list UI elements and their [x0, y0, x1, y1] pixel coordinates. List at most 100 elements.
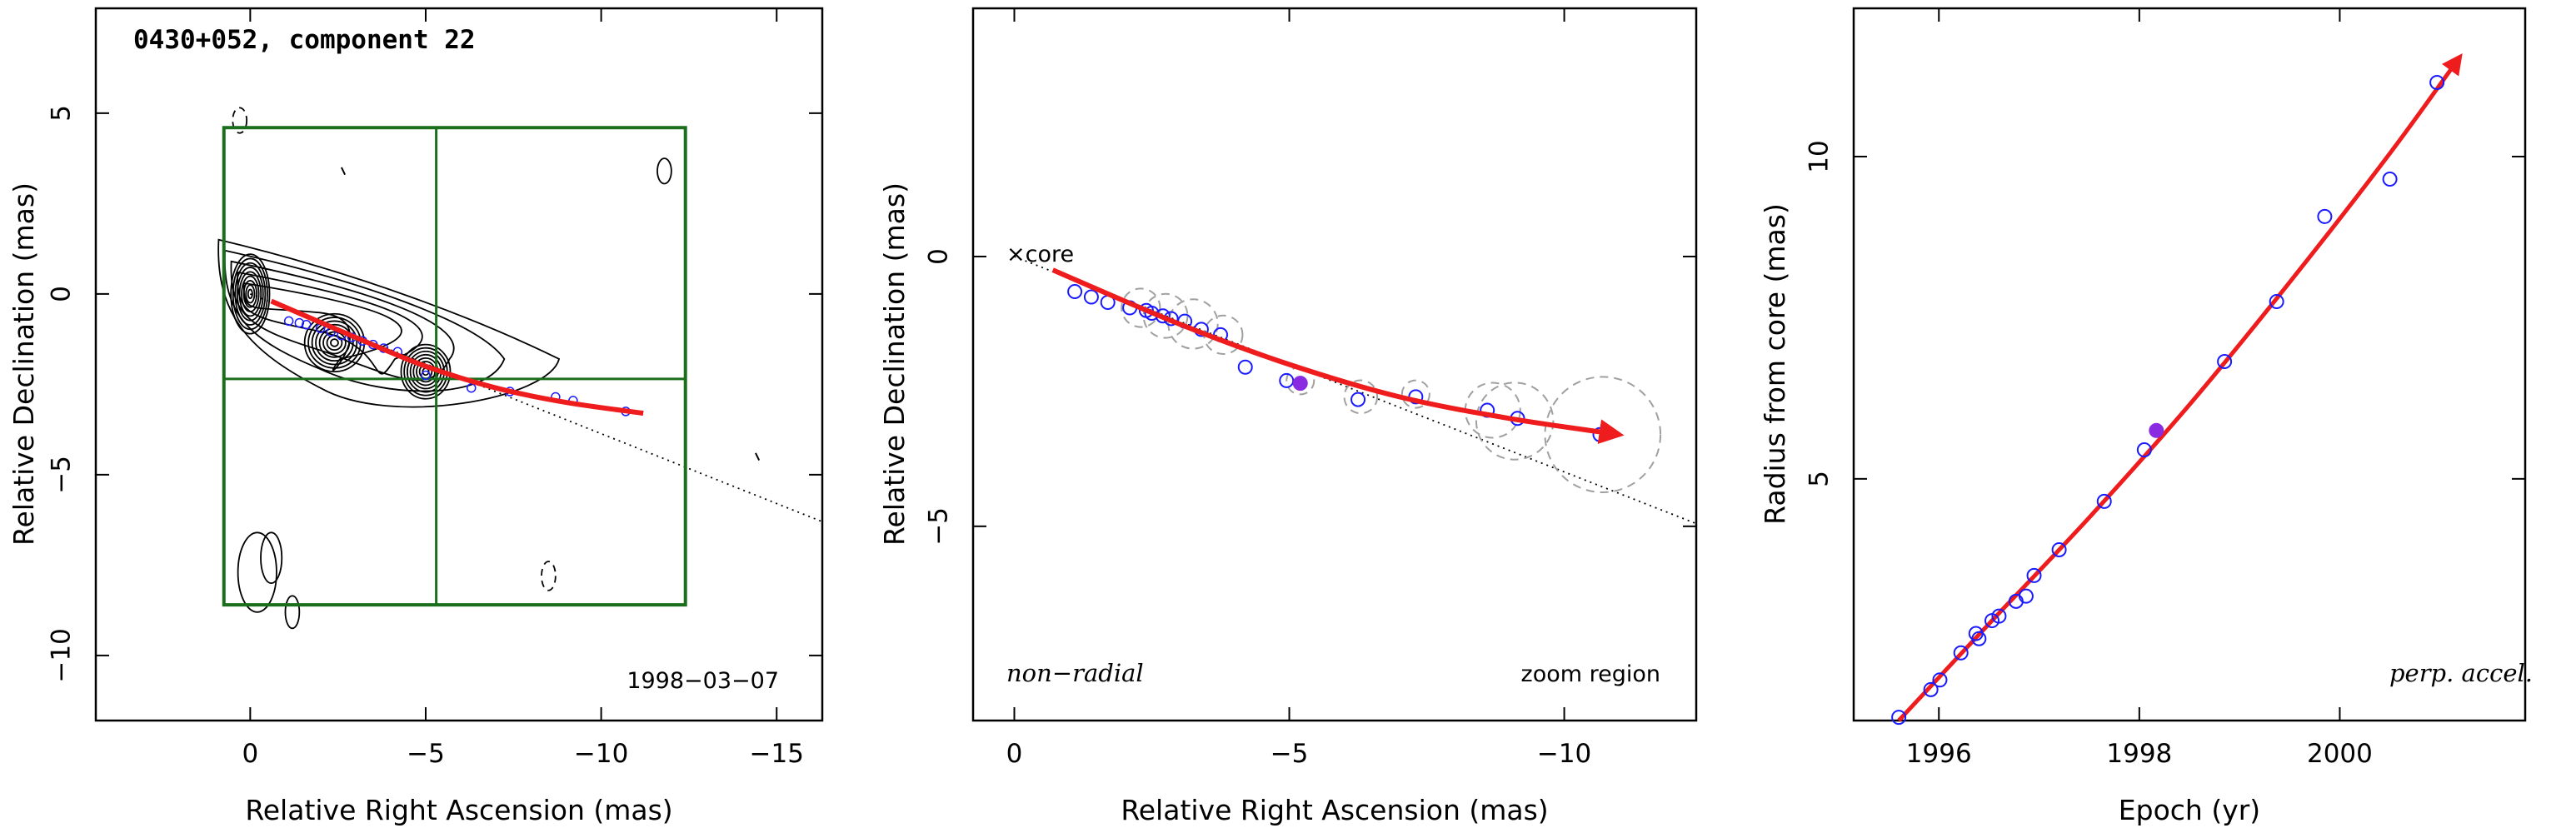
- trajectory-curve: [1051, 267, 1625, 445]
- fit-curve: [1897, 52, 2463, 722]
- contour-line: [247, 288, 253, 300]
- data-point: [2051, 541, 2067, 557]
- contour-line: [242, 282, 402, 372]
- uncertainty-circle: [1343, 379, 1379, 415]
- uncertainty-circle: [1475, 382, 1555, 461]
- data-point: [1083, 289, 1099, 305]
- contour-line: [230, 253, 271, 335]
- x-axis-title: Relative Right Ascension (mas): [1121, 794, 1548, 826]
- y-tick-label: −5: [924, 507, 954, 546]
- contour-line: [656, 157, 672, 185]
- contour-line: [237, 531, 277, 613]
- contour-line: [238, 271, 262, 317]
- contour-line: [245, 284, 256, 304]
- axis-ticks: 1996 1998 2000 5 10: [1805, 8, 2525, 769]
- y-axis-title: Radius from core (mas): [1759, 203, 1791, 525]
- data-point: [2269, 294, 2284, 310]
- data-point: [1350, 392, 1366, 407]
- data-point: [421, 370, 431, 381]
- data-point: [2317, 208, 2333, 224]
- contour-line: [284, 595, 301, 630]
- contour-line: [330, 338, 339, 347]
- data-point: [1953, 645, 1969, 661]
- x-tick-label: −10: [574, 739, 628, 769]
- data-point: [1971, 631, 1987, 646]
- trajectory-curve: [270, 298, 644, 416]
- data-point: [294, 317, 305, 328]
- contour-line: [541, 561, 557, 591]
- contour-line: [237, 267, 264, 322]
- contour-line: [400, 343, 452, 400]
- x-tick-label: −5: [407, 739, 445, 769]
- y-tick-label: 0: [924, 248, 954, 265]
- contour-line: [234, 262, 267, 326]
- uncertainty-circle: [1121, 287, 1161, 328]
- zoom-region-note: zoom region: [1521, 661, 1660, 687]
- contour-map: [217, 107, 761, 630]
- data-point: [302, 320, 312, 330]
- y-tick-label: −10: [47, 628, 77, 682]
- plot-frame: [94, 7, 824, 722]
- contour-line: [322, 331, 347, 355]
- plot-frame: [1852, 7, 2527, 722]
- y-axis-title: Relative Declination (mas): [7, 182, 40, 546]
- x-tick-label: −15: [750, 739, 804, 769]
- x-tick-label: 1996: [1906, 739, 1972, 769]
- x-tick-label: 1998: [2106, 739, 2172, 769]
- x-axis-title: Relative Right Ascension (mas): [245, 794, 672, 826]
- data-point: [2382, 172, 2398, 187]
- zoom-box: [222, 126, 687, 607]
- plot-frame: [971, 7, 1698, 722]
- y-tick-label: 10: [1805, 140, 1835, 172]
- data-point: [466, 382, 477, 393]
- data-point: [1067, 284, 1083, 300]
- contour-line: [260, 531, 283, 584]
- highlight-point: [1292, 376, 1308, 392]
- data-point: [2429, 74, 2445, 90]
- axis-ticks: 0 −5 −10 −15 5 0 −5 −10: [47, 8, 822, 769]
- data-point: [1923, 681, 1939, 697]
- contour-line: [217, 238, 561, 408]
- contour-line: [315, 323, 354, 362]
- contour-line: [232, 107, 248, 134]
- data-point: [2018, 588, 2034, 604]
- data-point: [1891, 710, 1907, 726]
- x-axis-title: Epoch (yr): [2119, 794, 2260, 826]
- x-tick-label: 0: [242, 739, 258, 769]
- data-point: [2217, 354, 2233, 370]
- highlight-point: [2149, 422, 2164, 438]
- perp-accel-note: perp. accel.: [2389, 659, 2533, 687]
- data-point: [1991, 608, 2007, 624]
- contour-line: [755, 452, 761, 461]
- uncertainty-circle: [1544, 376, 1662, 494]
- uncertainty-circle: [1400, 379, 1430, 409]
- y-tick-label: 0: [47, 286, 77, 302]
- contour-line: [311, 320, 358, 366]
- date-annotation: 1998−03−07: [627, 668, 779, 694]
- data-point: [1279, 372, 1295, 388]
- data-point: [1932, 672, 1948, 688]
- x-tick-label: 0: [1006, 739, 1023, 769]
- data-point: [1237, 359, 1253, 375]
- panel-zoom-region: 0 −5 −10 0 −5 ×core non−radial zoom region R…: [878, 7, 1698, 826]
- y-tick-label: −5: [47, 456, 77, 494]
- y-tick-label: 5: [47, 105, 77, 122]
- x-tick-label: 2000: [2307, 739, 2373, 769]
- contour-line: [340, 167, 346, 176]
- y-tick-label: 5: [1805, 471, 1835, 487]
- non-radial-note: non−radial: [1006, 659, 1144, 687]
- axis-ticks: 0 −5 −10 0 −5: [924, 8, 1696, 769]
- data-point: [283, 316, 294, 327]
- core-label: ×core: [1006, 242, 1074, 267]
- x-tick-label: −5: [1271, 739, 1309, 769]
- data-point: [2136, 442, 2152, 458]
- data-point: [2026, 567, 2042, 583]
- data-point: [2096, 493, 2112, 509]
- y-axis-title: Relative Declination (mas): [878, 182, 911, 546]
- panel-title: 0430+052, component 22: [133, 25, 476, 55]
- x-tick-label: −10: [1537, 739, 1591, 769]
- contour-line: [223, 249, 506, 392]
